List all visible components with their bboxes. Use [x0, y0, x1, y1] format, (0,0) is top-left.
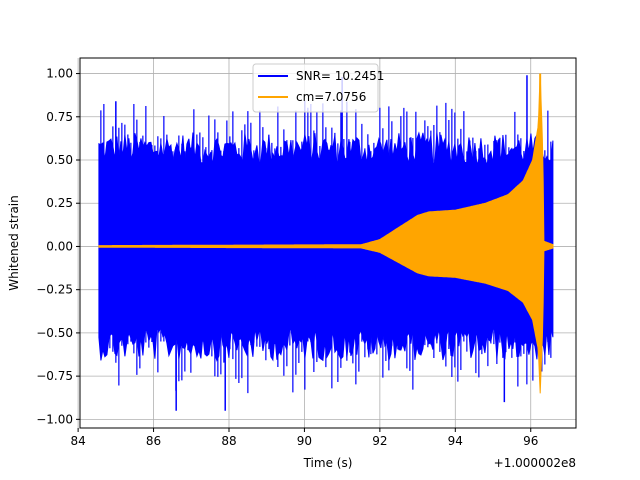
legend-label-snr: SNR= 10.2451: [296, 69, 384, 83]
x-tick-label: 90: [297, 434, 312, 448]
x-tick-label: 96: [523, 434, 538, 448]
y-tick-label: 0.00: [46, 239, 73, 253]
y-axis-label: Whitened strain: [7, 195, 21, 291]
legend: SNR= 10.2451 cm=7.0756: [252, 63, 384, 113]
x-tick-label: 86: [146, 434, 161, 448]
series-layer: [98, 73, 554, 411]
y-axis-ticks: −1.00 −0.75 −0.50 −0.25 0.00 0.25 0.50 0.75 1.00: [36, 67, 80, 426]
y-tick-label: −1.00: [36, 412, 73, 426]
y-tick-label: 0.50: [46, 153, 73, 167]
x-tick-label: 94: [448, 434, 463, 448]
y-tick-label: −0.25: [36, 283, 73, 297]
x-axis-ticks: 84 86 88 90 92 94 96: [70, 428, 538, 448]
x-axis-label: Time (s): [303, 456, 353, 470]
x-offset-label: +1.000002e8: [494, 456, 576, 470]
x-tick-label: 92: [372, 434, 387, 448]
legend-label-cm: cm=7.0756: [296, 90, 366, 104]
y-tick-label: −0.50: [36, 326, 73, 340]
y-tick-label: 1.00: [46, 67, 73, 81]
x-tick-label: 84: [70, 434, 85, 448]
series-cm-envelope: [98, 73, 554, 394]
x-tick-label: 88: [221, 434, 236, 448]
plot-frame: [79, 57, 577, 429]
y-tick-label: −0.75: [36, 369, 73, 383]
y-tick-label: 0.75: [46, 110, 73, 124]
y-tick-label: 0.25: [46, 196, 73, 210]
